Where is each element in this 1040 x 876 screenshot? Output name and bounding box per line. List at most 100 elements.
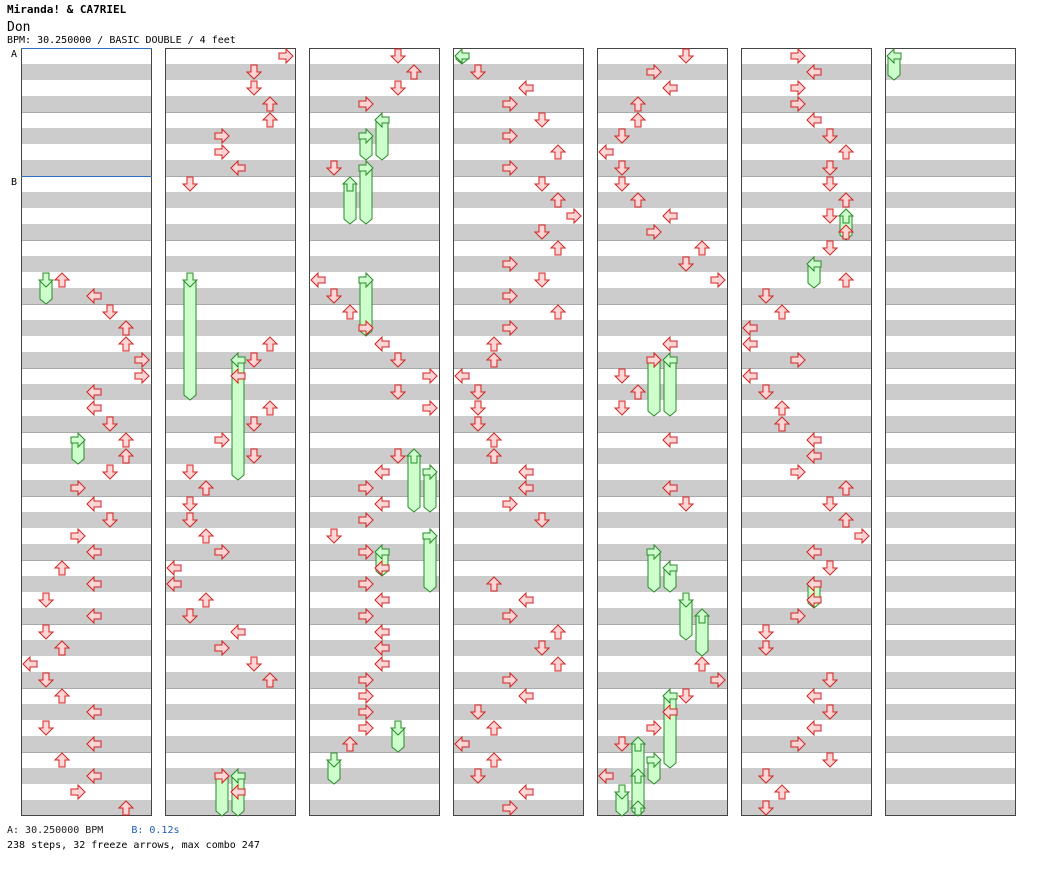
beat-stripe [885, 576, 1016, 592]
beat-stripe [597, 544, 728, 560]
down-arrow [245, 448, 263, 464]
beat-stripe [309, 800, 440, 816]
beat-stripe [165, 448, 296, 464]
beat-stripe [741, 704, 872, 720]
beat-stripe [165, 672, 296, 688]
left-arrow [806, 543, 822, 561]
up-arrow [485, 576, 503, 592]
footer-stats: 238 steps, 32 freeze arrows, max combo 2… [7, 840, 260, 851]
beat-stripe [453, 448, 584, 464]
beat-stripe [453, 288, 584, 304]
right-arrow [646, 63, 662, 81]
beat-stripe [453, 352, 584, 368]
panel-border [597, 48, 728, 816]
down-arrow [821, 560, 839, 576]
beat-stripe [309, 256, 440, 272]
right-arrow [214, 639, 230, 657]
right-arrow [790, 463, 806, 481]
beat-stripe [453, 768, 584, 784]
right-arrow [358, 671, 374, 689]
right-arrow [358, 703, 374, 721]
beat-stripe [453, 192, 584, 208]
beat-stripe [453, 800, 584, 816]
freeze-arrow [358, 271, 374, 337]
beat-stripe [453, 544, 584, 560]
right-arrow [502, 255, 518, 273]
beat-stripe [165, 288, 296, 304]
beat-stripe [885, 320, 1016, 336]
right-arrow [502, 671, 518, 689]
beat-stripe [885, 768, 1016, 784]
down-arrow [821, 240, 839, 256]
freeze-arrow [389, 720, 407, 753]
beat-stripe [453, 672, 584, 688]
beat-stripe [165, 64, 296, 80]
down-arrow [181, 496, 199, 512]
beat-stripe [309, 448, 440, 464]
up-arrow [197, 592, 215, 608]
beat-stripe [597, 224, 728, 240]
right-arrow [790, 351, 806, 369]
beat-stripe [597, 608, 728, 624]
beat-stripe [21, 224, 152, 240]
right-arrow [790, 607, 806, 625]
down-arrow [101, 304, 119, 320]
left-arrow [374, 591, 390, 609]
footer-bpm-a: A: 30.250000 BPM [7, 825, 104, 836]
left-arrow [518, 783, 534, 801]
up-arrow [549, 624, 567, 640]
beat-stripe [21, 256, 152, 272]
right-arrow [502, 607, 518, 625]
beat-stripe [165, 224, 296, 240]
beat-stripe [741, 800, 872, 816]
beat-stripe [21, 800, 152, 816]
left-arrow [86, 607, 102, 625]
beat-stripe [885, 736, 1016, 752]
freeze-arrow [422, 527, 438, 593]
right-arrow [502, 495, 518, 513]
beat-stripe [597, 640, 728, 656]
left-arrow [166, 559, 182, 577]
up-arrow [261, 336, 279, 352]
beat-stripe [741, 736, 872, 752]
down-arrow [245, 80, 263, 96]
down-arrow [757, 640, 775, 656]
beat-stripe [741, 416, 872, 432]
right-arrow [358, 95, 374, 113]
beat-stripe [21, 160, 152, 176]
down-arrow [613, 128, 631, 144]
left-arrow [806, 63, 822, 81]
beat-stripe [597, 256, 728, 272]
down-arrow [389, 48, 407, 64]
beat-stripe [453, 96, 584, 112]
right-arrow [214, 143, 230, 161]
up-arrow [485, 352, 503, 368]
chart-panel [597, 48, 728, 816]
chart-panel [309, 48, 440, 816]
left-arrow [86, 543, 102, 561]
left-arrow [806, 431, 822, 449]
beat-stripe [21, 96, 152, 112]
left-arrow [374, 335, 390, 353]
down-arrow [821, 208, 839, 224]
chart-info: BPM: 30.250000 / BASIC DOUBLE / 4 feet [7, 35, 236, 46]
beat-stripe [165, 576, 296, 592]
freeze-arrows-layer [37, 47, 902, 817]
up-arrow [485, 432, 503, 448]
down-arrow [245, 656, 263, 672]
left-arrow [230, 159, 246, 177]
down-arrow [677, 496, 695, 512]
left-arrow [374, 463, 390, 481]
up-arrow [261, 400, 279, 416]
beat-stripe [597, 128, 728, 144]
beat-stripe [309, 128, 440, 144]
left-arrow [86, 383, 102, 401]
right-arrow [566, 207, 582, 225]
up-arrow [773, 400, 791, 416]
left-arrow [454, 735, 470, 753]
up-arrow [117, 336, 135, 352]
footer-timing: A: 30.250000 BPM B: 0.12s [7, 825, 180, 837]
beat-stripe [741, 288, 872, 304]
right-arrow [502, 127, 518, 145]
left-arrow [230, 623, 246, 641]
